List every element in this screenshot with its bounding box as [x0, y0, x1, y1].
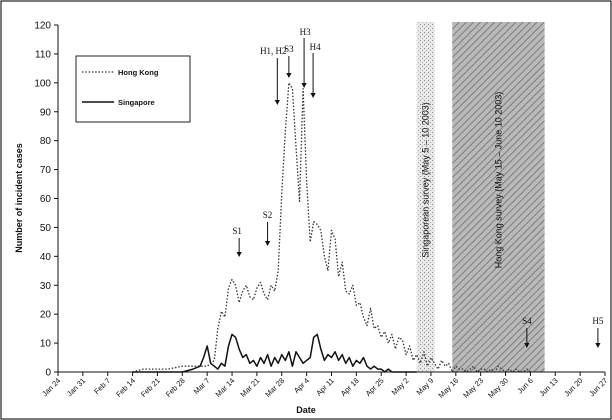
- legend-box: [75, 55, 191, 123]
- y-axis-title: Number of incident cases: [14, 143, 24, 253]
- x-tick-label: Mar 28: [263, 376, 286, 399]
- series-line-singapore: [132, 333, 417, 373]
- annotation-label-h5: H5: [592, 316, 603, 326]
- x-tick-label: Apr 18: [339, 376, 361, 398]
- annotation-arrowhead-h4: [310, 93, 316, 98]
- survey-label-1: Singaporean survey (May 5 – 10 2003): [421, 102, 431, 258]
- x-tick-label: May 2: [390, 376, 411, 397]
- x-ticks: Jan 24 Jan 31 Feb 7 Feb 14 Feb 21 Feb 28 Mar 7…: [40, 372, 609, 400]
- x-tick-label: Mar 14: [214, 376, 237, 399]
- y-tick-label: 60: [40, 194, 52, 205]
- series-layer: [132, 82, 531, 373]
- annotation-arrowhead-h5: [595, 343, 601, 348]
- y-tick-label: 110: [35, 49, 51, 60]
- y-tick-label: 90: [40, 107, 52, 118]
- survey-label-2: Hong Kong survey (May 15 – June 10 2003): [493, 92, 503, 269]
- x-tick-label: Feb 14: [114, 376, 137, 399]
- y-tick-label: 0: [45, 368, 51, 379]
- y-tick-label: 50: [40, 223, 52, 234]
- x-tick-label: May 16: [436, 376, 460, 400]
- x-tick-label: Apr 4: [292, 376, 311, 395]
- y-tick-label: 40: [40, 252, 52, 263]
- annotation-arrowhead-s3: [286, 73, 292, 78]
- y-tick-label: 30: [40, 281, 52, 292]
- survey-region-2: [452, 22, 545, 372]
- annotation-arrowhead-h3: [301, 83, 307, 88]
- x-tick-label: Feb 28: [164, 376, 187, 399]
- x-tick-label: Jun 20: [562, 376, 584, 398]
- y-tick-label: 20: [40, 310, 52, 321]
- x-tick-label: May 30: [486, 376, 510, 400]
- legend: Hong Kong Singapore: [75, 55, 191, 123]
- x-tick-label: May 9: [415, 376, 436, 397]
- x-tick-label: Apr 11: [314, 376, 336, 398]
- x-tick-label: Jan 24: [40, 376, 62, 398]
- x-tick-label: Feb 7: [92, 376, 112, 396]
- x-axis-title: Date: [296, 405, 316, 415]
- x-tick-label: Jan 31: [65, 376, 87, 398]
- survey-regions: Singaporean survey (May 5 – 10 2003) Hong…: [416, 22, 545, 372]
- x-tick-label: Jun 13: [537, 376, 559, 398]
- y-tick-label: 100: [34, 78, 51, 89]
- annotation-label-h1-h2: H1, H2: [260, 46, 287, 56]
- x-tick-label: Jun 27: [587, 376, 609, 398]
- survey-region-1: [416, 22, 435, 372]
- y-tick-label: 80: [40, 136, 52, 147]
- x-tick-label: Apr 25: [364, 376, 386, 398]
- y-tick-label: 70: [40, 165, 52, 176]
- annotation-arrowhead-h1-h2: [274, 100, 280, 105]
- annotation-arrowhead-s1: [236, 252, 242, 257]
- legend-singapore-label: Singapore: [118, 98, 155, 107]
- x-tick-label: Mar 7: [192, 376, 212, 396]
- x-tick-label: May 23: [461, 376, 485, 400]
- x-tick-label: Jun 6: [515, 376, 534, 395]
- annotation-label-s1: S1: [232, 226, 242, 236]
- annotation-label-h3: H3: [300, 27, 311, 37]
- x-tick-label: Mar 21: [238, 376, 261, 399]
- annotation-arrowhead-s2: [264, 241, 271, 246]
- x-tick-label: Feb 21: [139, 376, 162, 399]
- y-ticks: 0 10 20 30 40 50 60 70 80 90 100 110 120: [34, 21, 58, 379]
- annotation-label-h4: H4: [310, 42, 321, 52]
- annotation-label-s2: S2: [263, 210, 273, 220]
- annotation-label-s3: S3: [284, 44, 294, 54]
- legend-hong-kong-label: Hong Kong: [118, 68, 159, 77]
- annotation-label-s4: S4: [522, 316, 532, 326]
- y-tick-label: 120: [34, 21, 51, 32]
- annotation-arrowhead-s4: [524, 343, 530, 348]
- y-tick-label: 10: [40, 339, 52, 350]
